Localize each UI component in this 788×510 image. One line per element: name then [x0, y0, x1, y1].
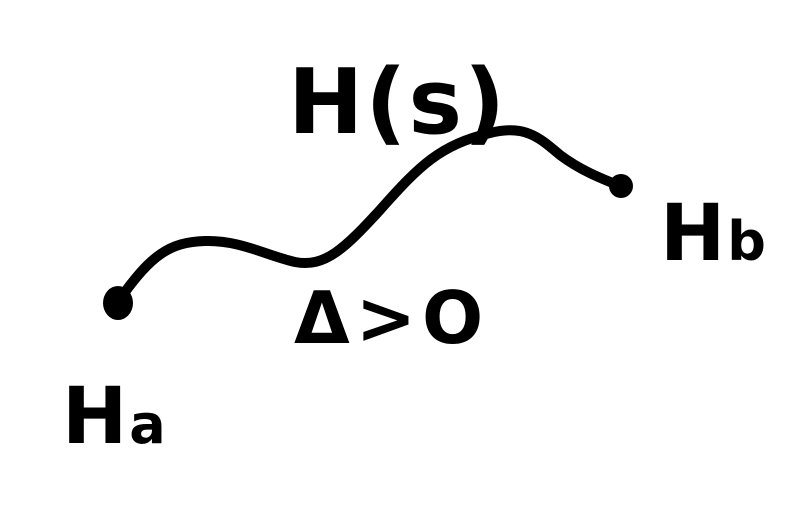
path-label: H(s) [288, 50, 508, 155]
start-node-label-main: H [62, 372, 128, 462]
start-node-dot [103, 286, 133, 320]
end-node-label: Hb [660, 195, 766, 273]
end-node-dot [609, 174, 633, 198]
condition-label: Δ>O [294, 276, 490, 360]
end-node-label-sub: b [727, 210, 766, 273]
interpolation-path-curve [113, 125, 625, 307]
end-node-label-main: H [660, 189, 726, 279]
start-node-label: Ha [62, 378, 166, 456]
start-node-label-sub: a [129, 393, 166, 456]
